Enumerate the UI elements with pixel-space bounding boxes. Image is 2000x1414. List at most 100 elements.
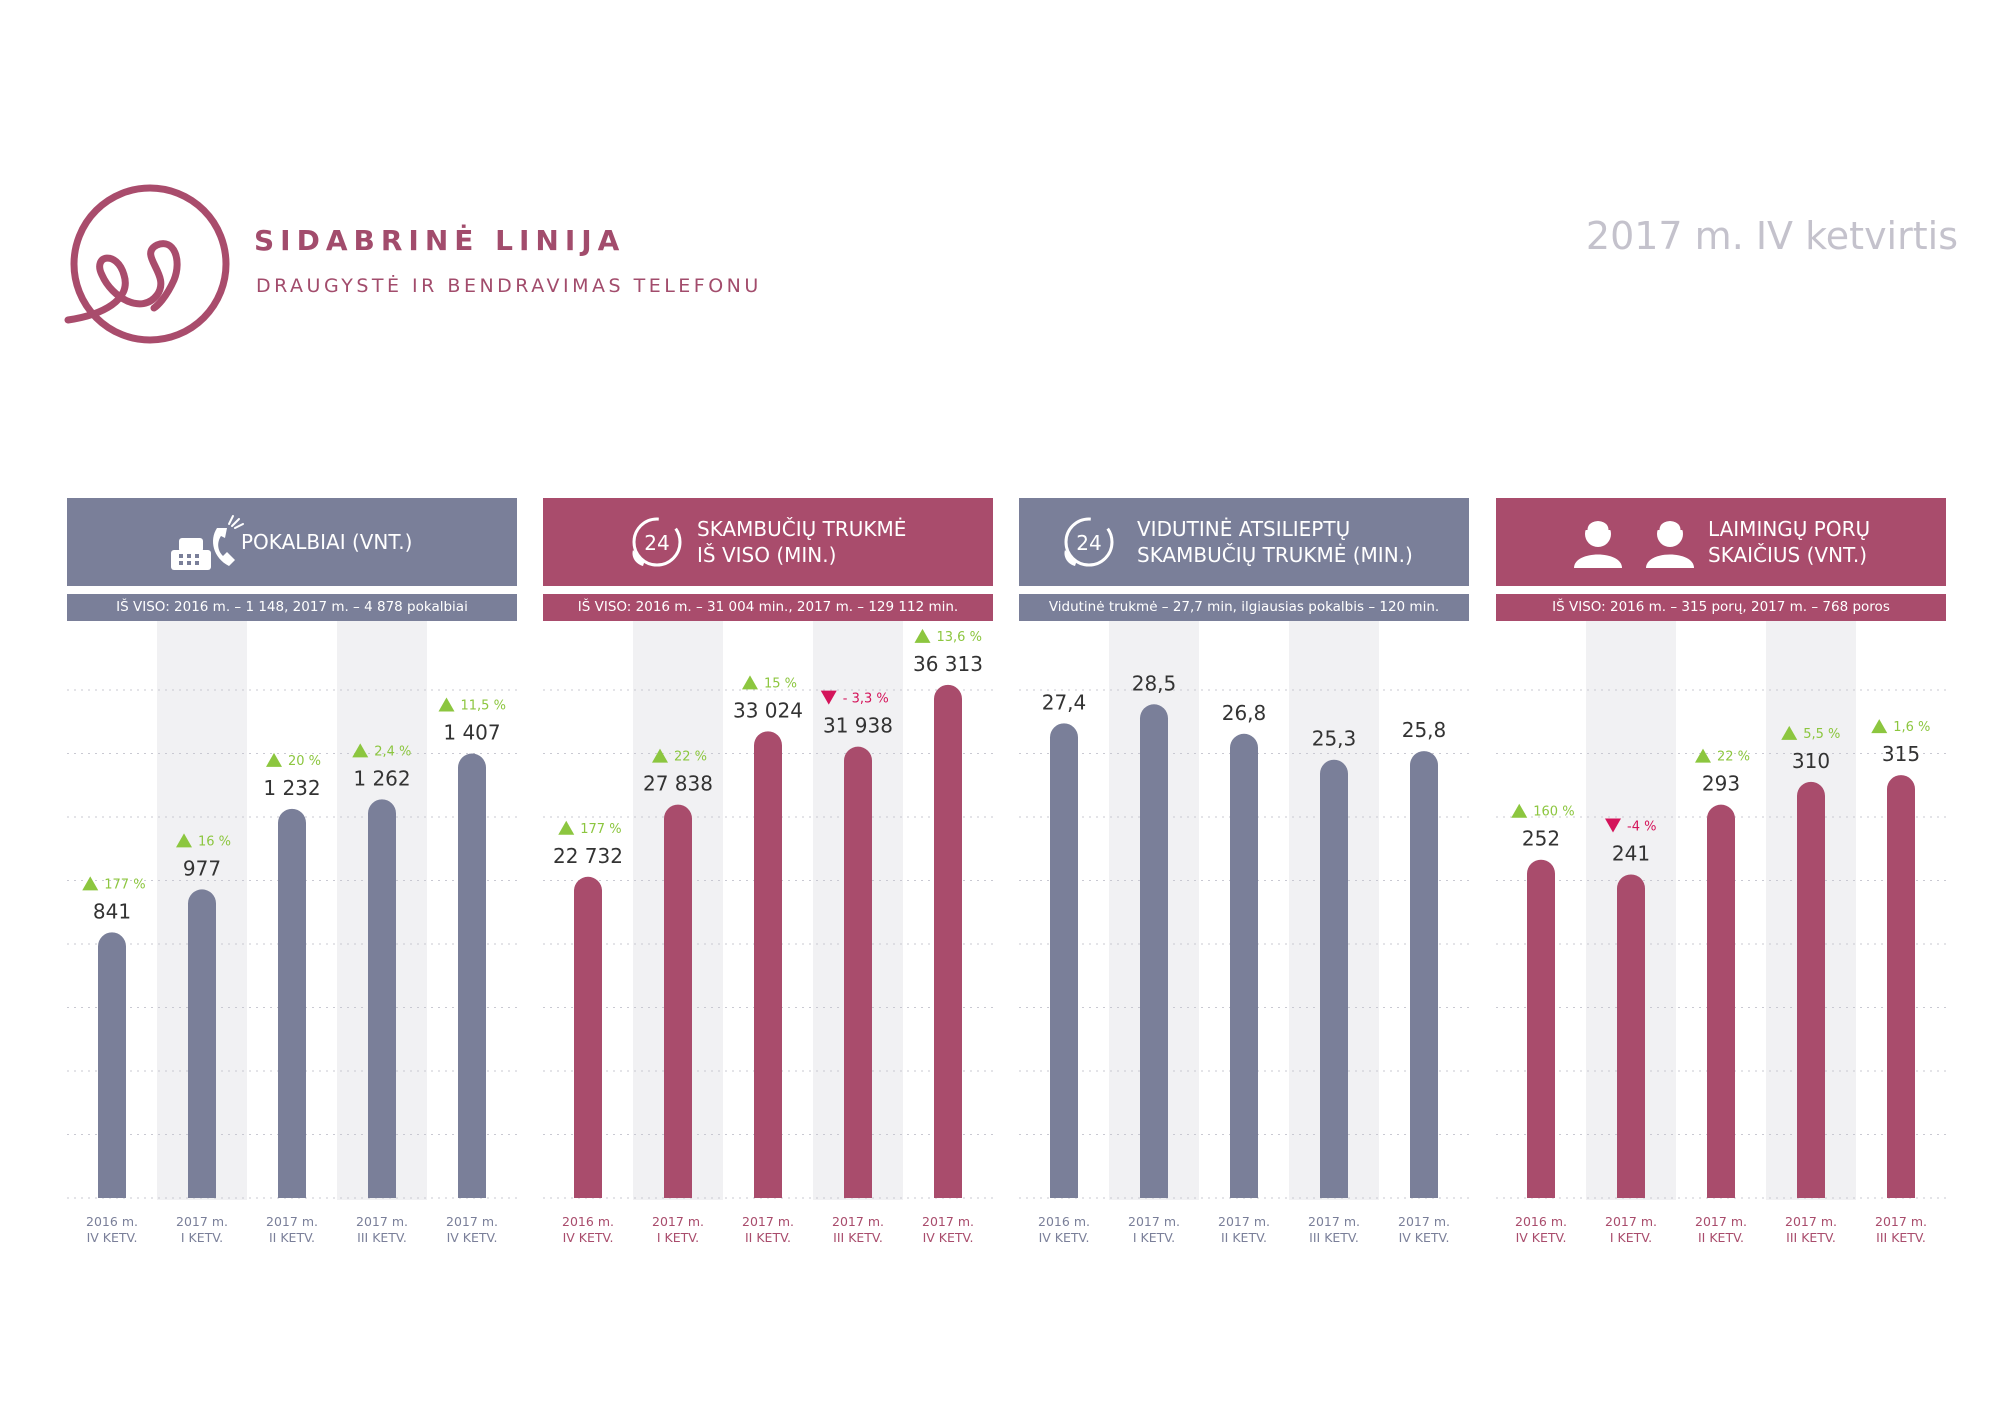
category-label: III KETV. [1309, 1230, 1359, 1245]
bar [1410, 751, 1438, 1198]
data-label: 315 [1882, 742, 1920, 766]
increase-arrow-icon [914, 628, 931, 643]
category-label: 2017 m. [446, 1214, 498, 1229]
clock-24-icon: 24 [632, 517, 682, 567]
change-label: 22 % [1717, 750, 1750, 765]
change-label: 15 % [764, 676, 797, 691]
change-label: -4 % [1627, 819, 1656, 834]
data-label: 22 732 [553, 844, 623, 868]
category-label: 2016 m. [1515, 1214, 1567, 1229]
bar [934, 684, 962, 1198]
category-label: 2016 m. [86, 1214, 138, 1229]
data-label: 1 232 [263, 776, 320, 800]
data-label: 33 024 [733, 698, 803, 722]
bar [1320, 759, 1348, 1198]
category-label: 2017 m. [1875, 1214, 1927, 1229]
bar [1140, 704, 1168, 1198]
category-label: III KETV. [1876, 1230, 1926, 1245]
panel-title: LAIMINGŲ PORŲ SKAIČIUS (VNT.) [1708, 498, 1870, 586]
bar [1230, 733, 1258, 1198]
change-label: 1,6 % [1893, 720, 1930, 735]
people-icon [1574, 518, 1694, 568]
panel-duration: 24 SKAMBUČIŲ TRUKMĖ IŠ VISO (MIN.) IŠ VI… [543, 498, 993, 1258]
category-label: 2017 m. [1785, 1214, 1837, 1229]
change-label: 16 % [198, 834, 231, 849]
category-label: I KETV. [1610, 1230, 1652, 1245]
data-label: 252 [1522, 827, 1560, 851]
increase-arrow-icon [1695, 748, 1711, 763]
bar [1617, 874, 1645, 1198]
category-label: 2017 m. [1308, 1214, 1360, 1229]
category-label: 2017 m. [356, 1214, 408, 1229]
panel-summary: Vidutinė trukmė – 27,7 min, ilgiausias p… [1019, 594, 1469, 621]
bar [188, 889, 216, 1198]
data-label: 293 [1702, 772, 1740, 796]
panel-title-line: VIDUTINĖ ATSILIEPTŲ [1137, 517, 1351, 541]
category-label: III KETV. [1786, 1230, 1836, 1245]
decrease-arrow-icon [820, 690, 837, 705]
category-label: IV KETV. [563, 1230, 614, 1245]
report-period: 2017 m. IV ketvirtis [1585, 214, 1958, 258]
change-label: 2,4 % [374, 744, 411, 759]
panel-header: 24 SKAMBUČIŲ TRUKMĖ IŠ VISO (MIN.) [543, 498, 993, 586]
panel-header: LAIMINGŲ PORŲ SKAIČIUS (VNT.) [1496, 498, 1946, 586]
data-label: 25,8 [1402, 718, 1447, 742]
data-label: 27 838 [643, 772, 713, 796]
data-label: 977 [183, 856, 221, 880]
bar [458, 753, 486, 1198]
category-label: 2017 m. [1605, 1214, 1657, 1229]
panel-summary: IŠ VISO: 2016 m. – 31 004 min., 2017 m. … [543, 594, 993, 621]
bar [1887, 775, 1915, 1198]
data-label: 25,3 [1312, 727, 1357, 751]
category-label: 2017 m. [742, 1214, 794, 1229]
bar [664, 804, 692, 1198]
panel-pairs: LAIMINGŲ PORŲ SKAIČIUS (VNT.) IŠ VISO: 2… [1496, 498, 1946, 1258]
clock-24-icon: 24 [1064, 517, 1114, 567]
bar [1797, 781, 1825, 1198]
data-label: 26,8 [1222, 701, 1267, 725]
increase-arrow-icon [652, 748, 668, 763]
category-label: 2016 m. [562, 1214, 614, 1229]
change-label: 160 % [1533, 805, 1574, 820]
panel-title: SKAMBUČIŲ TRUKMĖ IŠ VISO (MIN.) [697, 498, 906, 586]
telephone-icon [171, 515, 244, 570]
panel-title: VIDUTINĖ ATSILIEPTŲ SKAMBUČIŲ TRUKMĖ (MI… [1137, 498, 1413, 586]
increase-arrow-icon [438, 697, 455, 712]
panel-title-line: LAIMINGŲ PORŲ [1708, 517, 1871, 541]
category-label: 2017 m. [1218, 1214, 1270, 1229]
category-label: 2017 m. [652, 1214, 704, 1229]
data-label: 310 [1792, 749, 1830, 773]
increase-arrow-icon [742, 675, 758, 690]
change-label: 13,6 % [937, 630, 982, 645]
panel-header: 24 VIDUTINĖ ATSILIEPTŲ SKAMBUČIŲ TRUKMĖ … [1019, 498, 1469, 586]
brand-title: SIDABRINĖ LINIJA [254, 224, 626, 257]
data-label: 1 407 [443, 721, 500, 745]
category-label: 2016 m. [1038, 1214, 1090, 1229]
increase-arrow-icon [352, 743, 369, 758]
category-label: 2017 m. [1695, 1214, 1747, 1229]
category-label: IV KETV. [1399, 1230, 1450, 1245]
category-label: II KETV. [1698, 1230, 1744, 1245]
panel-title-line: IŠ VISO (MIN.) [697, 543, 837, 567]
category-label: II KETV. [745, 1230, 791, 1245]
increase-arrow-icon [176, 833, 192, 848]
change-label: 177 % [104, 877, 145, 892]
data-label: 841 [93, 899, 131, 923]
category-label: 2017 m. [922, 1214, 974, 1229]
change-label: - 3,3 % [843, 692, 889, 707]
bar [754, 731, 782, 1198]
increase-arrow-icon [558, 820, 575, 835]
data-label: 241 [1612, 841, 1650, 865]
brand-logo [64, 184, 230, 344]
data-label: 27,4 [1042, 690, 1087, 714]
bar [98, 932, 126, 1198]
panel-title-line: SKAMBUČIŲ TRUKMĖ [697, 517, 907, 541]
decrease-arrow-icon [1605, 818, 1621, 833]
bar [278, 808, 306, 1198]
change-label: 5,5 % [1803, 727, 1840, 742]
panel-title-line: POKALBIAI (VNT.) [241, 530, 413, 554]
change-label: 20 % [288, 754, 321, 769]
bar [1527, 859, 1555, 1198]
